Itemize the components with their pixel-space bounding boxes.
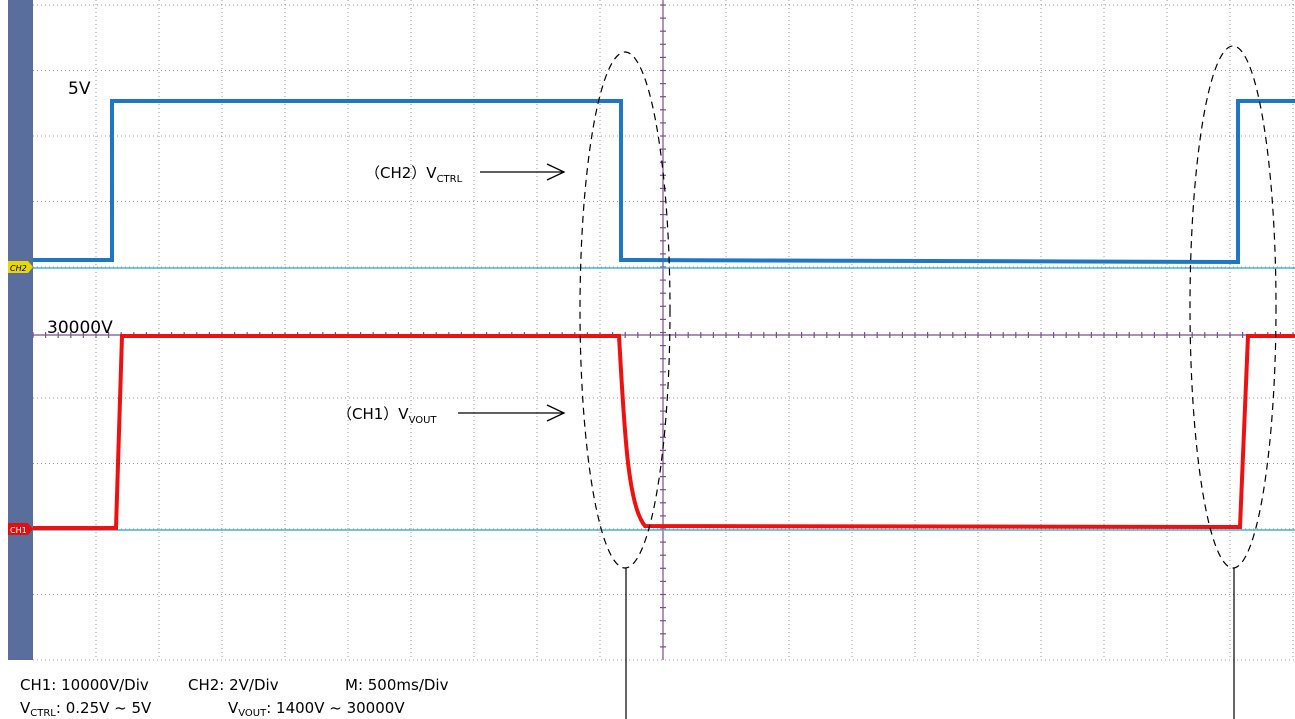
ch1-marker: CH1: [10, 526, 27, 535]
ch1-scale: CH1: 10000V/Div: [20, 676, 149, 694]
ch2-label-sub: CTRL: [437, 174, 463, 185]
ch1-level: 30000V: [47, 318, 113, 338]
ch2-level: 5V: [68, 79, 91, 99]
ch2-marker: CH2: [10, 264, 27, 273]
ch1-trace: [33, 334, 1295, 530]
ch2-trace: [33, 99, 1295, 265]
ch2-label: （CH2）VCTRL: [365, 164, 463, 185]
highlights: [579, 45, 1277, 719]
ch2-scale: CH2: 2V/Div: [188, 676, 279, 694]
ctrl-range: VCTRL: 0.25V ~ 5V: [20, 699, 152, 719]
ch1-label-sub: VOUT: [409, 415, 438, 426]
ch2-label-main: （CH2）V: [365, 164, 437, 182]
arrows: [458, 163, 566, 422]
ctrl-rest: : 0.25V ~ 5V: [56, 699, 152, 717]
vout-v: V: [228, 699, 239, 717]
time-scale: M: 500ms/Div: [345, 676, 449, 694]
ctrl-v: V: [20, 699, 31, 717]
ch1-label: （CH1）VVOUT: [337, 405, 437, 426]
ctrl-sub: CTRL: [30, 708, 56, 719]
ch2-marker-bg: [8, 261, 33, 273]
vout-range: VVOUT: 1400V ~ 30000V: [228, 699, 405, 719]
vout-rest: : 1400V ~ 30000V: [266, 699, 405, 717]
vout-sub: VOUT: [238, 708, 267, 719]
ch1-marker-bg: [8, 523, 33, 535]
ch1-label-main: （CH1）V: [337, 405, 409, 423]
side-bar: [8, 0, 33, 660]
screen: [0, 0, 1295, 660]
